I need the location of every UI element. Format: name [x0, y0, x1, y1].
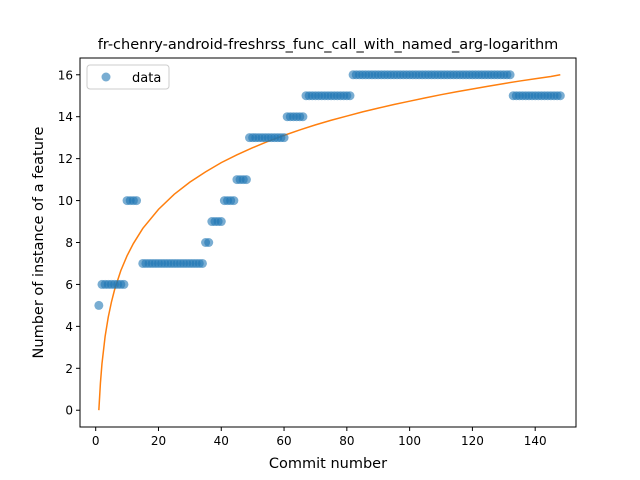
plot-frame: [79, 57, 577, 428]
y-tick-label: 8: [65, 236, 73, 250]
y-tick-label: 16: [58, 68, 73, 82]
x-tick-label: 100: [398, 434, 421, 448]
data-point: [132, 196, 142, 206]
data-point: [241, 175, 251, 185]
data-point: [229, 196, 239, 206]
x-tick-label: 140: [524, 434, 547, 448]
data-point: [119, 279, 129, 289]
x-tick-label: 80: [339, 434, 354, 448]
x-tick-label: 0: [92, 434, 100, 448]
data-point: [505, 70, 515, 80]
y-axis-ticks: 0 2 4 6 8 10 12 14 16: [58, 68, 80, 418]
legend: data: [86, 64, 170, 90]
data-point: [279, 133, 289, 143]
data-point: [204, 238, 214, 247]
x-tick-label: 20: [151, 434, 166, 448]
data-point: [197, 258, 207, 268]
data-point: [298, 112, 308, 122]
legend-label: data: [132, 71, 161, 86]
y-tick-label: 12: [58, 152, 73, 166]
y-tick-label: 4: [65, 320, 73, 334]
y-tick-label: 2: [65, 362, 73, 376]
y-axis-label: Number of instance of a feature: [31, 126, 47, 358]
chart-title: fr-chenry-android-freshrss_func_call_wit…: [98, 37, 559, 53]
data-point: [94, 300, 104, 310]
data-point: [555, 91, 565, 101]
y-tick-label: 14: [58, 110, 73, 124]
y-tick-label: 6: [65, 278, 73, 292]
y-tick-label: 10: [58, 194, 73, 208]
x-tick-label: 60: [276, 434, 291, 448]
legend-box: [86, 64, 170, 90]
legend-marker: [101, 72, 111, 82]
data-points-layer: [94, 70, 565, 310]
y-tick-label: 0: [65, 404, 73, 418]
x-axis-label: Commit number: [269, 456, 387, 472]
data-point: [345, 91, 355, 101]
data-point: [216, 217, 226, 227]
x-axis-ticks: 0 20 40 60 80 100 120 140: [92, 427, 547, 448]
x-tick-label: 40: [214, 434, 229, 448]
x-tick-label: 120: [461, 434, 484, 448]
